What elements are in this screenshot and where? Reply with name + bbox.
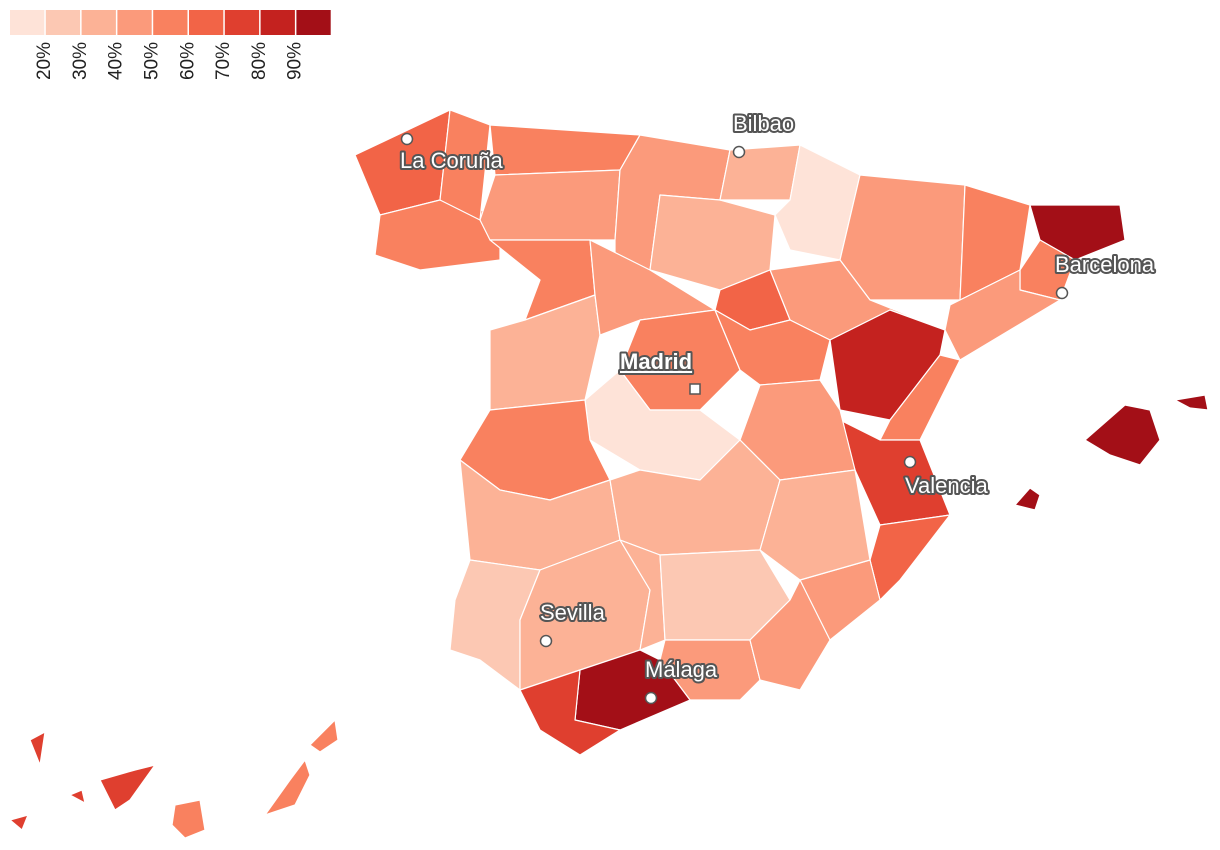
legend-swatch — [81, 10, 116, 35]
legend-tick-label: 40% — [106, 42, 127, 80]
province — [839, 174, 966, 301]
province — [869, 514, 951, 601]
legend-tick-label: 30% — [70, 42, 91, 80]
province — [759, 469, 871, 581]
province — [1174, 394, 1209, 411]
legend-tick-label: 60% — [177, 42, 198, 80]
province — [479, 169, 621, 241]
province — [69, 789, 86, 804]
legend-tick-label: 80% — [249, 42, 270, 80]
city-label: La Coruña — [400, 148, 504, 173]
city-marker — [1055, 286, 1069, 300]
city-marker — [400, 132, 414, 146]
province — [1084, 404, 1161, 466]
city-marker — [732, 145, 746, 159]
legend-swatch — [260, 10, 295, 35]
legend-tick-label: 70% — [213, 42, 234, 80]
city-marker — [644, 691, 658, 705]
city-label: Madrid — [620, 349, 692, 374]
province — [1014, 487, 1041, 511]
province — [519, 669, 621, 756]
province — [714, 309, 831, 386]
legend-tick-label: 90% — [285, 42, 306, 80]
city-label: Málaga — [645, 657, 718, 682]
province — [489, 124, 641, 176]
legend-tick-label: 20% — [34, 42, 55, 80]
province — [489, 294, 601, 411]
legend-swatch — [117, 10, 152, 35]
legend-swatch — [10, 10, 45, 35]
province — [719, 144, 801, 201]
city-marker — [689, 383, 701, 395]
legend-swatch — [153, 10, 188, 35]
province — [619, 539, 666, 651]
legend-swatch — [296, 10, 331, 35]
city-label: Barcelona — [1055, 252, 1155, 277]
legend-swatch — [189, 10, 224, 35]
city-marker — [539, 634, 553, 648]
legend-swatch — [45, 10, 81, 35]
city-label: Sevilla — [540, 600, 606, 625]
legend-tick-label: 50% — [141, 42, 162, 80]
province — [264, 759, 311, 816]
city-label: Valencia — [905, 473, 989, 498]
province — [29, 731, 46, 766]
province — [309, 719, 339, 753]
province — [99, 764, 156, 811]
province — [9, 814, 29, 831]
province — [1029, 204, 1126, 261]
province — [749, 579, 831, 691]
city-label: Bilbao — [733, 111, 794, 136]
province — [171, 799, 206, 839]
legend-swatch — [224, 10, 260, 35]
city-marker — [903, 455, 917, 469]
